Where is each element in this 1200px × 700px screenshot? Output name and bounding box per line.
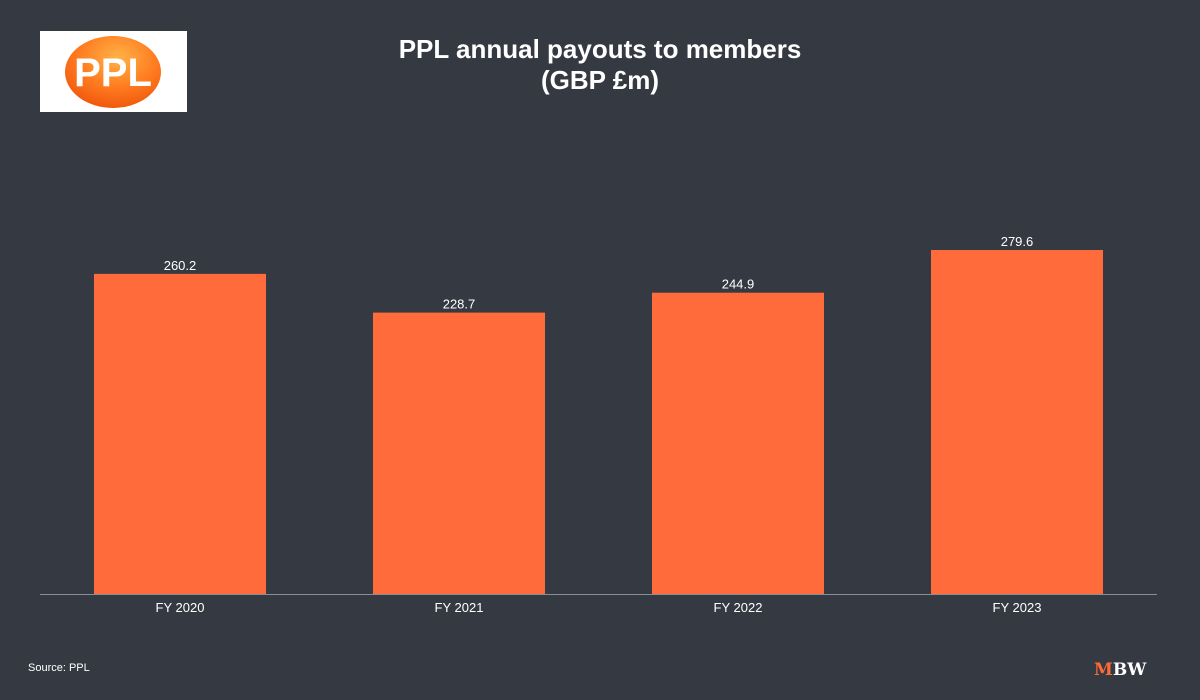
chart-title: PPL annual payouts to members (GBP £m) <box>0 34 1200 96</box>
source-note: Source: PPL <box>28 662 90 674</box>
ppl-logo-text: PPL <box>74 51 152 95</box>
bar <box>373 312 545 594</box>
chart-title-line2: (GBP £m) <box>541 65 659 95</box>
ppl-logo: PPL <box>40 31 187 112</box>
bar <box>94 273 266 594</box>
ppl-logo-icon: PPL <box>65 36 161 108</box>
chart-title-line1: PPL annual payouts to members <box>398 34 802 64</box>
x-tick-label: FY 2021 <box>435 600 484 615</box>
data-label: 244.9 <box>722 277 755 292</box>
brand-bw: BW <box>1112 660 1147 680</box>
x-tick-label: FY 2022 <box>714 600 763 615</box>
mbw-logo-icon: MBW <box>1094 660 1146 680</box>
bar <box>652 292 824 594</box>
x-tick-label: FY 2023 <box>993 600 1042 615</box>
data-label: 228.7 <box>443 297 476 312</box>
x-tick-label: FY 2020 <box>156 600 205 615</box>
data-label: 260.2 <box>164 258 197 273</box>
brand-m: M <box>1094 660 1113 680</box>
bar <box>931 250 1103 594</box>
data-label: 279.6 <box>1001 234 1034 249</box>
